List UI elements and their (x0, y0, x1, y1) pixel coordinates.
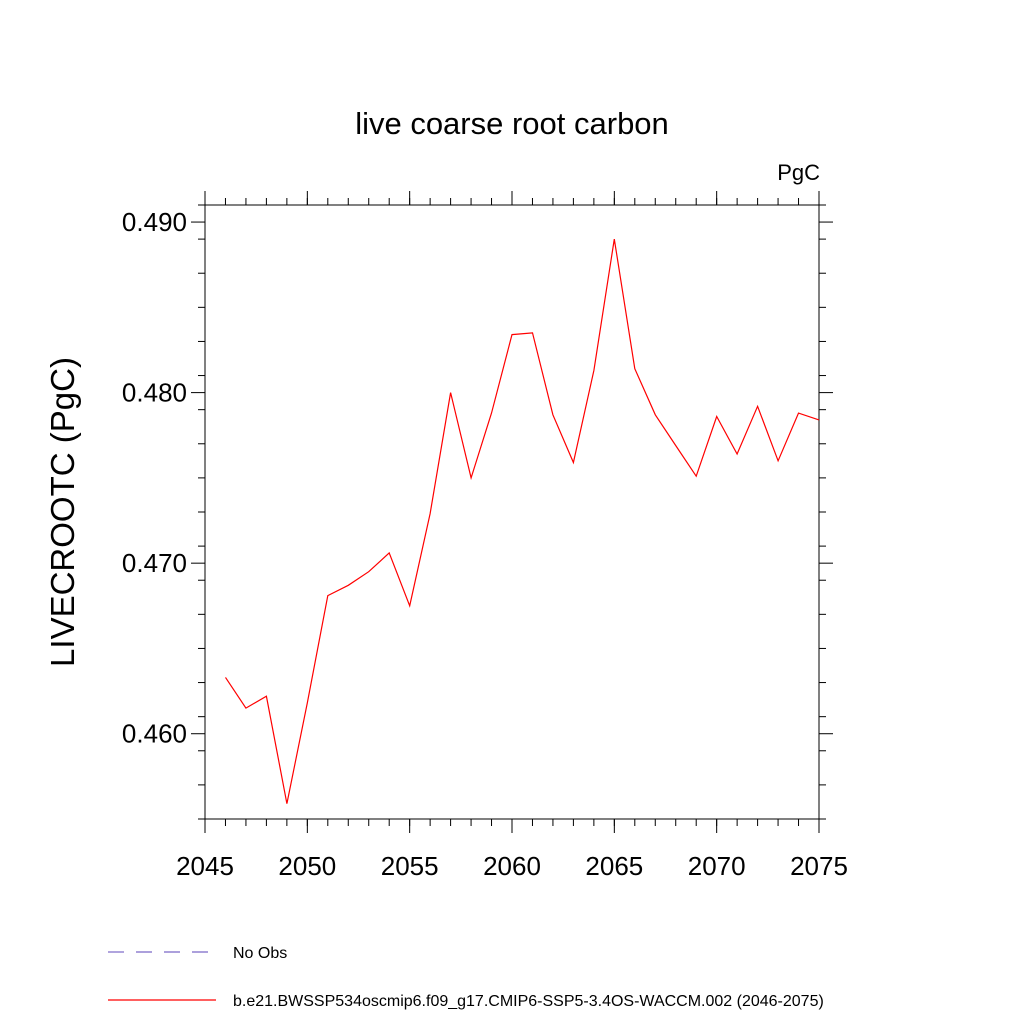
axes (204, 204, 820, 820)
y-tick-label: 0.480 (122, 378, 187, 408)
x-tick-label: 2055 (381, 851, 439, 881)
y-tick-label: 0.490 (122, 207, 187, 237)
y-axis: 0.460 0.470 0.480 0.490 (122, 204, 833, 820)
series-line-1 (225, 239, 820, 804)
units-label: PgC (777, 160, 820, 185)
legend-label-1: b.e21.BWSSP534oscmip6.f09_g17.CMIP6-SSP5… (233, 993, 824, 1010)
chart-title: live coarse root carbon (355, 106, 669, 141)
y-tick-label: 0.470 (122, 548, 187, 578)
x-axis: 2045 2050 2055 2060 2065 2070 2075 (176, 191, 848, 881)
x-tick-label: 2060 (483, 851, 541, 881)
series-layer (225, 239, 820, 804)
legend: No Obs b.e21.BWSSP534oscmip6.f09_g17.CMIP… (108, 945, 824, 1010)
x-tick-label: 2065 (585, 851, 643, 881)
x-tick-label: 2050 (278, 851, 336, 881)
legend-label-0: No Obs (233, 945, 287, 962)
x-tick-label: 2045 (176, 851, 234, 881)
x-tick-label: 2070 (688, 851, 746, 881)
x-tick-label: 2075 (790, 851, 848, 881)
y-tick-label: 0.460 (122, 719, 187, 749)
y-axis-label: LIVECROOTC (PgC) (44, 357, 81, 667)
